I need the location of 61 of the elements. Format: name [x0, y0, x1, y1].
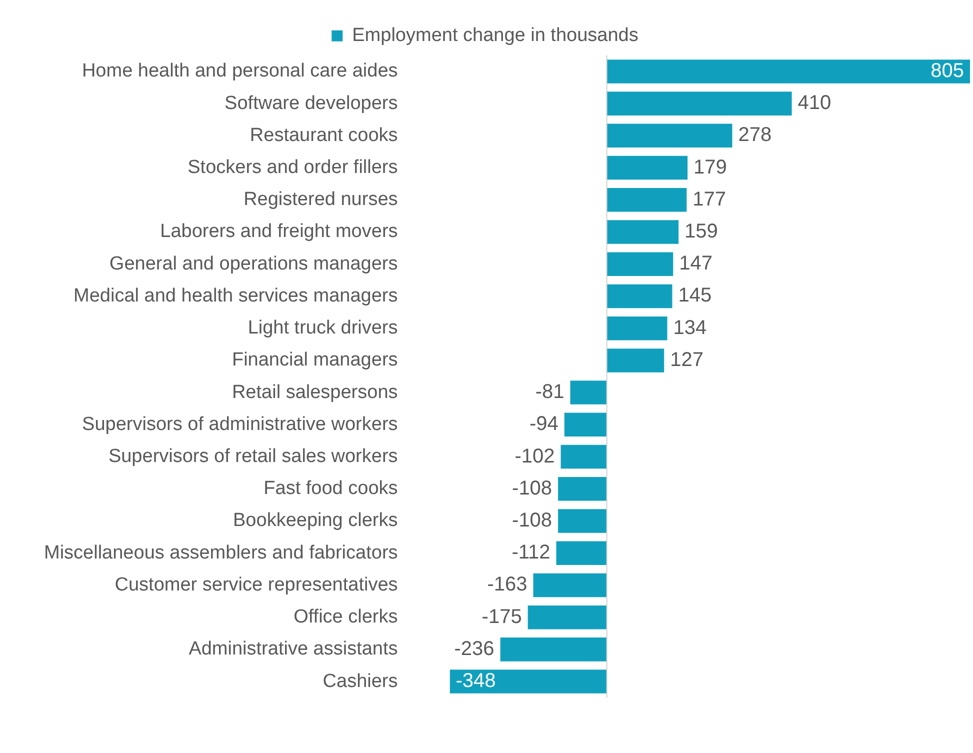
data-label: -348 [456, 670, 496, 692]
data-label: -102 [514, 445, 555, 468]
y-tick-label: Stockers and order fillers [188, 157, 398, 178]
bar [606, 188, 687, 212]
bar [606, 124, 732, 148]
bar [564, 412, 607, 437]
y-tick-label: Miscellaneous assemblers and fabricators [44, 542, 398, 564]
y-tick-label: Bookkeeping clerks [233, 510, 398, 532]
legend-label: Employment change in thousands [352, 25, 638, 46]
y-tick-label: Software developers [224, 92, 398, 114]
bar [450, 670, 607, 694]
y-tick-label: Supervisors of administrative workers [82, 414, 398, 435]
bar [500, 638, 607, 662]
y-tick-label: Retail salespersons [232, 382, 398, 403]
y-tick-label: Medical and health services managers [74, 285, 398, 306]
y-tick-label: Financial managers [232, 350, 398, 371]
data-label: -236 [454, 638, 494, 660]
bar [570, 380, 607, 404]
y-tick-label: Registered nurses [244, 189, 398, 210]
bar [606, 220, 679, 244]
bar [606, 252, 674, 276]
data-label: -108 [512, 477, 552, 500]
y-tick-label: Home health and personal care aides [82, 60, 398, 82]
data-label: 278 [738, 124, 772, 146]
y-tick-label: Laborers and freight movers [160, 221, 398, 242]
y-tick-label: Supervisors of retail sales workers [108, 446, 398, 468]
y-tick-label: Fast food cooks [264, 478, 398, 500]
bar [606, 60, 970, 84]
bar [606, 348, 664, 372]
y-tick-label: Office clerks [294, 606, 398, 628]
y-tick-label: Customer service representatives [114, 574, 398, 596]
data-label: 159 [684, 220, 718, 243]
data-label: -175 [482, 606, 522, 628]
data-label: 145 [678, 284, 712, 307]
data-label: 805 [930, 60, 964, 82]
bar [556, 541, 607, 565]
data-label: 127 [670, 348, 704, 371]
bar [558, 477, 607, 501]
bar [533, 573, 607, 598]
y-tick-label: Light truck drivers [248, 318, 398, 339]
y-tick-label: Cashiers [322, 670, 398, 692]
y-tick-label: Restaurant cooks [250, 124, 398, 146]
data-label: 179 [694, 156, 727, 178]
data-label: 147 [679, 252, 712, 275]
data-label: -112 [512, 542, 550, 564]
bar [560, 444, 607, 469]
bar [606, 316, 668, 340]
data-label: -108 [512, 510, 552, 532]
bar [606, 92, 792, 116]
bar [606, 156, 688, 180]
bar [606, 284, 672, 308]
bar [528, 605, 607, 630]
data-label: 177 [692, 188, 726, 210]
data-label: 134 [673, 316, 707, 339]
data-label: -163 [487, 574, 528, 596]
data-label: -81 [535, 381, 564, 404]
y-tick-label: General and operations managers [109, 253, 398, 274]
data-label: 410 [798, 92, 832, 114]
y-tick-label: Administrative assistants [188, 638, 398, 660]
bar [558, 509, 607, 533]
data-label: -94 [529, 413, 558, 436]
